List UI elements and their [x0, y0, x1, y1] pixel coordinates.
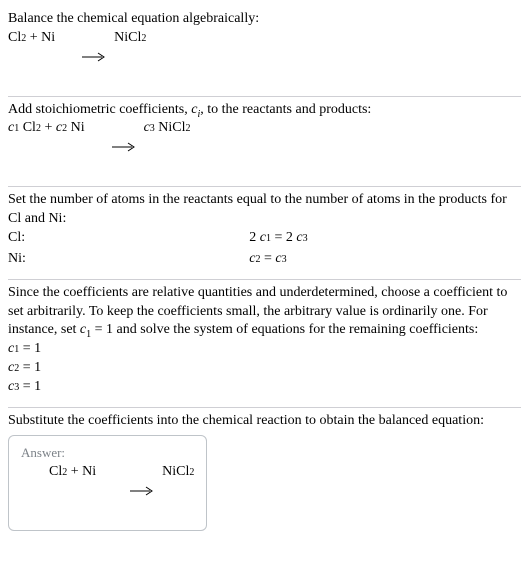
cl-equation: 2 c1 = 2 c3	[249, 229, 521, 248]
answer-box: Answer: Cl2 + Ni NiCl2	[8, 435, 207, 531]
rhs: = 1	[19, 340, 41, 359]
c3-c: c	[144, 119, 150, 138]
c2-line: c2 = 1	[8, 359, 521, 378]
section-answer: Substitute the coefficients into the che…	[8, 408, 521, 541]
rhs: = 1	[19, 359, 41, 378]
section-stoichiometric: Add stoichiometric coefficients, ci, to …	[8, 97, 521, 187]
coefficient-lines: c1 = 1 c2 = 1 c3 = 1	[8, 340, 521, 397]
text-a: Add stoichiometric coefficients,	[8, 102, 191, 117]
term-cl2-cl: Cl	[8, 29, 21, 48]
intro-text: Since the coefficients are relative quan…	[8, 284, 521, 341]
intro-text: Balance the chemical equation algebraica…	[8, 10, 521, 29]
t1: Cl	[19, 119, 36, 138]
text-b: = 1 and solve the system of equations fo…	[91, 322, 478, 337]
section-atom-equations: Set the number of atoms in the reactants…	[8, 187, 521, 279]
ni-label: Ni:	[8, 250, 239, 269]
section-balance-intro: Balance the chemical equation algebraica…	[8, 6, 521, 96]
intro-text: Add stoichiometric coefficients, ci, to …	[8, 101, 521, 120]
plus: +	[41, 119, 56, 138]
intro-text: Set the number of atoms in the reactants…	[8, 191, 521, 229]
term-cl2-cl: Cl	[49, 463, 62, 482]
term-nicl2-nicl: NiCl	[114, 29, 141, 48]
rhs: = 1	[19, 378, 41, 397]
t2: Ni	[67, 119, 85, 138]
section-solve: Since the coefficients are relative quan…	[8, 280, 521, 407]
ni-equation: c2 = c3	[249, 250, 521, 269]
term-plus-ni: + Ni	[67, 463, 96, 482]
equation-1: Cl2 + Ni NiCl2	[8, 29, 521, 86]
equation-2: c1 Cl2 + c2 Ni c3 NiCl2	[8, 119, 521, 176]
atom-table: Cl: 2 c1 = 2 c3 Ni: c2 = c3	[8, 229, 521, 269]
c3-c: c	[296, 229, 302, 248]
term-plus-ni: + Ni	[26, 29, 55, 48]
eq: = 2	[271, 229, 296, 248]
cl-label: Cl:	[8, 229, 239, 248]
arrow-icon	[61, 29, 108, 86]
a: 2	[249, 229, 260, 248]
t3: NiCl	[155, 119, 186, 138]
answer-equation: Cl2 + Ni NiCl2	[21, 463, 194, 520]
c3-c: c	[275, 250, 281, 269]
eq: =	[260, 250, 275, 269]
arrow-icon	[102, 463, 156, 520]
text-b: , to the reactants and products:	[200, 102, 371, 117]
arrow-icon	[91, 119, 138, 176]
answer-label: Answer:	[21, 444, 194, 462]
term-nicl2-nicl: NiCl	[162, 463, 189, 482]
c3-line: c3 = 1	[8, 378, 521, 397]
c1-line: c1 = 1	[8, 340, 521, 359]
intro-text: Substitute the coefficients into the che…	[8, 412, 521, 431]
